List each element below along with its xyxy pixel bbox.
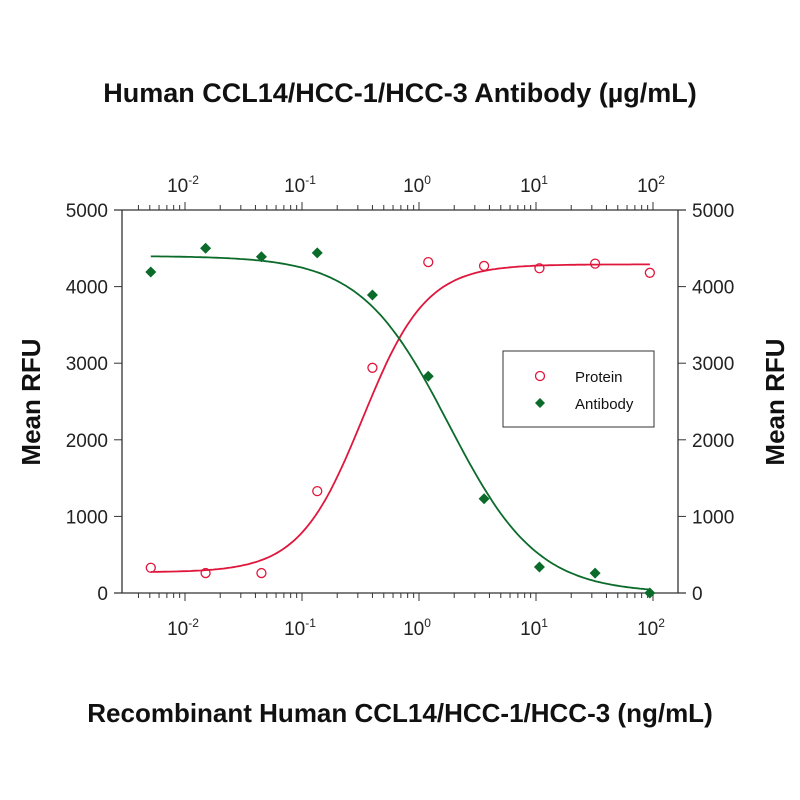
y-tick-label-right: 4000 — [692, 278, 734, 299]
y-tick-label-left: 0 — [97, 584, 108, 605]
y-tick-label-right: 1000 — [692, 507, 734, 528]
antibody-point — [478, 493, 490, 505]
x-tick-label-bottom: 100 — [403, 616, 431, 640]
chart-title: Human CCL14/HCC-1/HCC-3 Antibody (µg/mL) — [103, 78, 697, 108]
legend-protein-marker — [534, 370, 546, 382]
x-tick-label-top: 100 — [403, 173, 431, 197]
legend-box — [502, 350, 655, 428]
x-tick-label-bottom: 101 — [520, 616, 548, 640]
antibody-point — [589, 567, 601, 579]
x-tick-label-top: 10-2 — [167, 173, 199, 197]
protein-point — [145, 562, 156, 573]
y-axis-label-right: Mean RFU — [760, 338, 790, 465]
antibody-point — [422, 370, 434, 382]
antibody-point — [366, 289, 378, 301]
y-tick-label-right: 5000 — [692, 201, 734, 222]
protein-point — [367, 362, 378, 373]
x-tick-label-bottom: 10-1 — [284, 616, 316, 640]
x-tick-label-top: 102 — [637, 173, 665, 197]
x-tick-label-bottom: 102 — [637, 616, 665, 640]
legend-antibody-marker — [535, 398, 545, 408]
antibody-point — [644, 587, 656, 599]
y-tick-label-left: 1000 — [66, 507, 108, 528]
y-axis-label-left: Mean RFU — [16, 338, 46, 465]
protein-point — [256, 567, 267, 579]
antibody-point — [255, 251, 267, 263]
fit-curve-antibody — [150, 255, 650, 591]
fit-curve-protein — [150, 263, 650, 573]
y-tick-label-left: 2000 — [66, 431, 108, 452]
y-tick-label-right: 2000 — [692, 431, 734, 452]
y-tick-label-left: 3000 — [66, 354, 108, 375]
ticks: 0 0 1000 1000 2000 2000 3000 3000 4000 4000 5000 50… — [66, 173, 735, 640]
protein-point — [534, 263, 545, 274]
axes — [114, 209, 686, 594]
y-tick-label-left: 4000 — [66, 278, 108, 299]
x-tick-label-top: 101 — [520, 173, 548, 197]
antibody-point — [311, 247, 323, 259]
x-tick-label-bottom: 10-2 — [167, 616, 199, 640]
protein-point — [423, 256, 434, 268]
protein-point — [478, 260, 490, 272]
y-tick-label-right: 3000 — [692, 354, 734, 375]
y-tick-label-right: 0 — [692, 584, 703, 605]
antibody-point — [533, 561, 545, 573]
x-tick-label-top: 10-1 — [284, 173, 316, 197]
protein-point — [200, 567, 211, 579]
antibody-point — [200, 242, 212, 254]
legend: Protein Antibody — [502, 350, 655, 428]
antibody-point — [145, 266, 157, 278]
legend-protein-label: Protein — [575, 369, 623, 386]
legend-antibody-label: Antibody — [575, 396, 634, 413]
fit-curves — [150, 255, 650, 591]
protein-point — [312, 485, 323, 497]
y-tick-label-left: 5000 — [66, 201, 108, 222]
x-axis-label: Recombinant Human CCL14/HCC-1/HCC-3 (ng/… — [87, 698, 712, 728]
protein-point — [644, 267, 656, 278]
protein-point — [589, 258, 601, 269]
data-points — [145, 242, 656, 599]
